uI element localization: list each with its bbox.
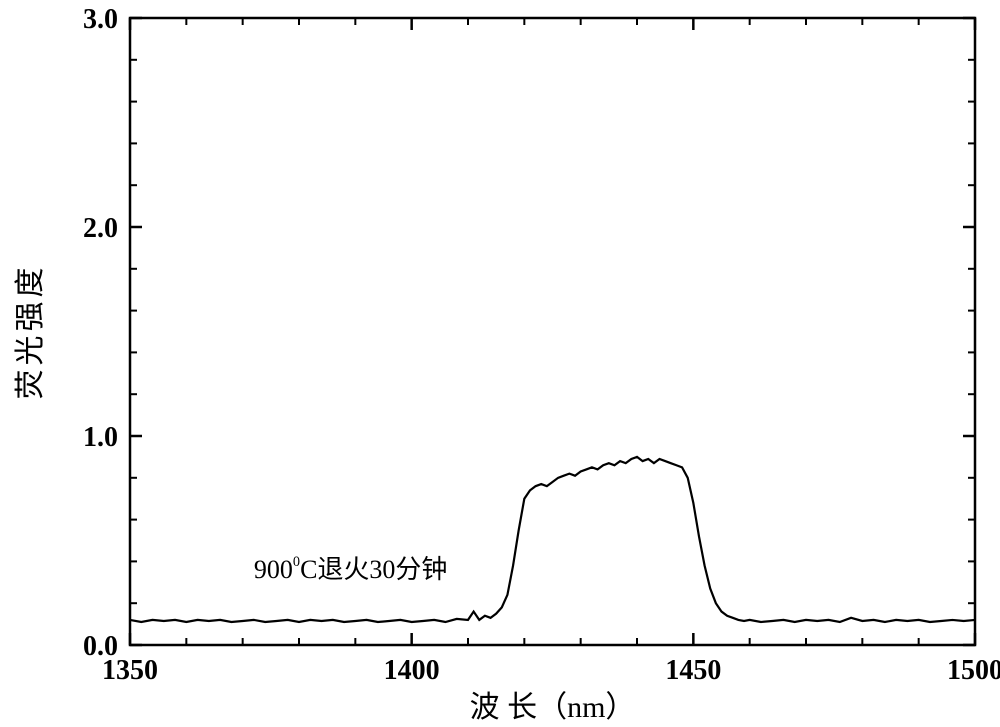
tick-labels-group: 13501400145015000.01.02.03.0	[83, 4, 1000, 686]
y-axis-title: 荧光强度	[14, 264, 47, 400]
data-series-line	[130, 457, 975, 622]
tick-label: 3.0	[83, 4, 118, 35]
tick-label: 1.0	[83, 422, 118, 453]
x-axis-title: 波 长（nm）	[470, 691, 636, 724]
tick-label: 1500	[947, 655, 1000, 686]
tick-label: 2.0	[83, 213, 118, 244]
tick-label: 0.0	[83, 631, 118, 662]
annotation-text: 9000C退火30分钟	[254, 554, 448, 584]
spectrum-line-chart: 13501400145015000.01.02.03.0 9000C退火30分钟…	[0, 0, 1000, 727]
tick-label: 1450	[665, 655, 721, 686]
plot-border	[130, 18, 975, 645]
ticks-group	[130, 18, 975, 645]
tick-label: 1400	[384, 655, 440, 686]
chart-container: 13501400145015000.01.02.03.0 9000C退火30分钟…	[0, 0, 1000, 727]
